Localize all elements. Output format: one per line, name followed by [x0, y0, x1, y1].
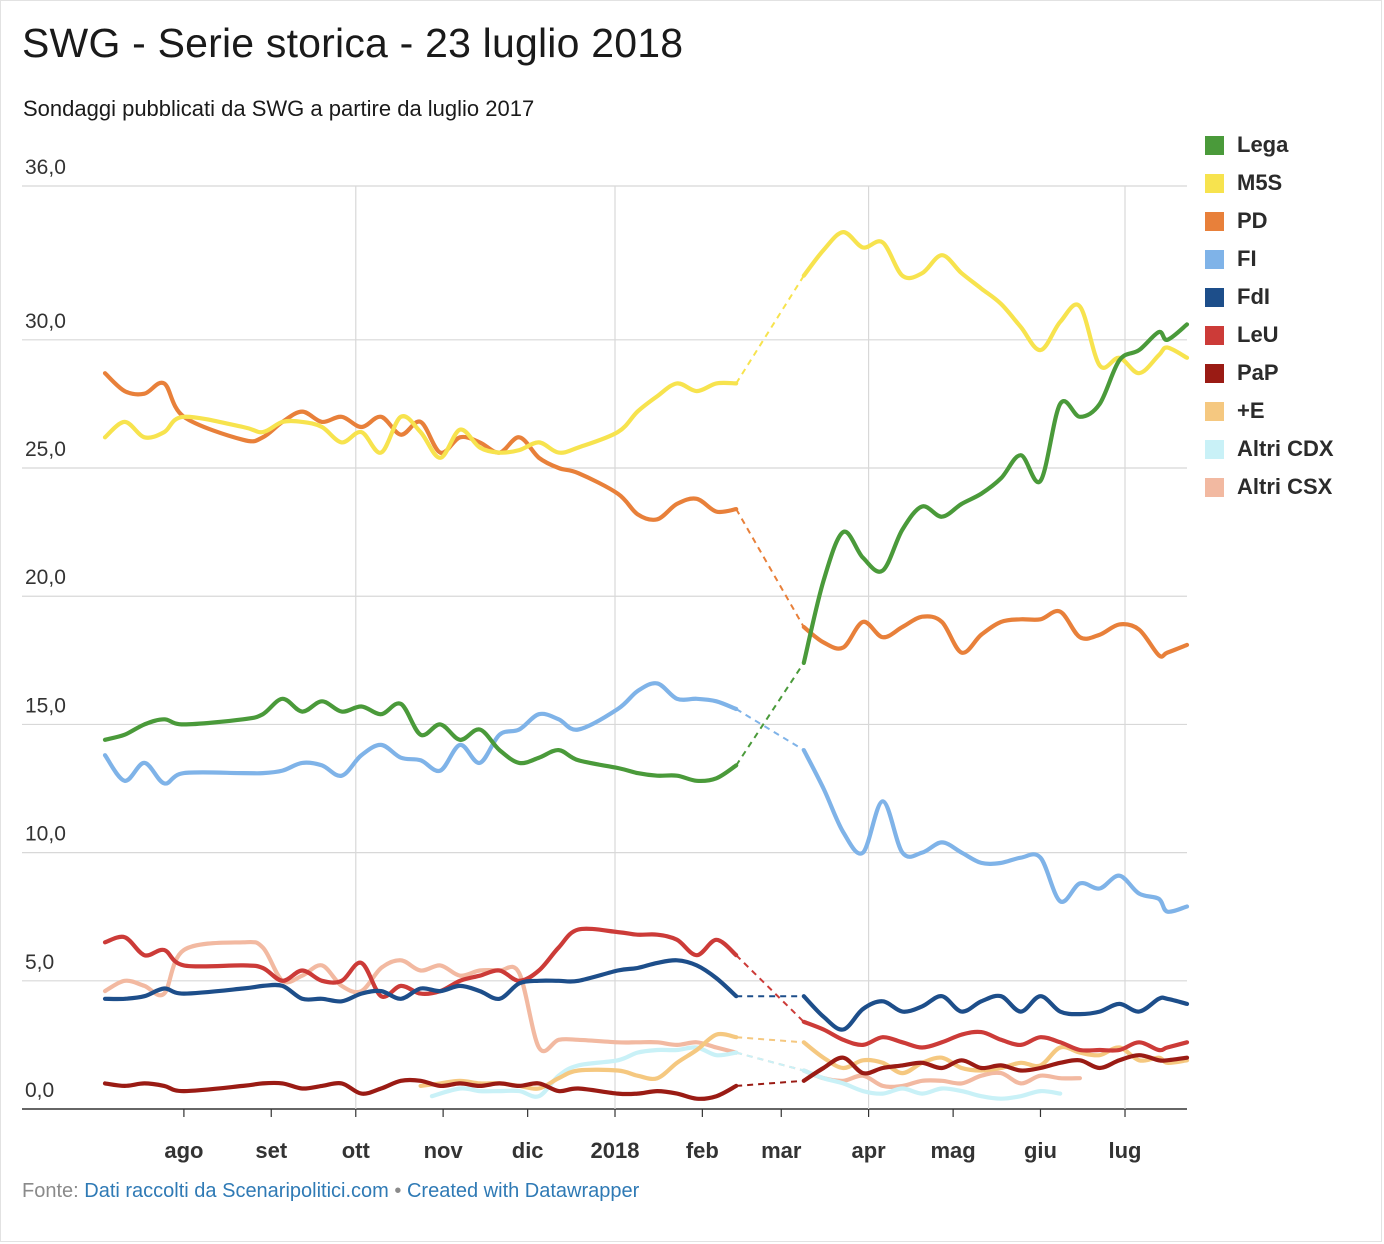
series-line-segment — [801, 748, 1190, 914]
series-gap-connector — [736, 1079, 804, 1087]
legend-swatch — [1205, 249, 1224, 269]
x-tick-label: giu — [1024, 1138, 1057, 1163]
series-line-segment — [801, 230, 1190, 376]
legend-label: +E — [1237, 398, 1265, 423]
y-tick-label: 36,0 — [25, 156, 66, 179]
legend-item: FI — [1205, 240, 1334, 278]
series-line-segment — [801, 1053, 1190, 1083]
legend-swatch — [1205, 439, 1224, 459]
legend-item: Lega — [1205, 126, 1334, 164]
series-line-segment — [418, 1031, 739, 1091]
series-gap-connector — [735, 275, 805, 384]
grid: 0,0 5,0 10,0 15,0 20,0 25,0 30,0 36,0 ago set ott n… — [22, 156, 1187, 1163]
legend-swatch — [1205, 477, 1224, 497]
y-tick-label: 0,0 — [25, 1079, 54, 1102]
legend-swatch — [1205, 363, 1224, 383]
series-gap-connector — [735, 662, 805, 766]
y-tick-label: 20,0 — [25, 566, 66, 589]
series-lega — [102, 322, 1190, 784]
series-leu — [102, 926, 1190, 1053]
y-tick-label: 30,0 — [25, 310, 66, 333]
legend-item: PD — [1205, 202, 1334, 240]
series-line-segment — [102, 696, 739, 784]
y-tick-label: 25,0 — [25, 438, 66, 461]
series-line-segment — [102, 380, 739, 460]
series-gap-connector — [736, 1036, 804, 1044]
series-fi — [102, 681, 1190, 914]
legend-label: Altri CDX — [1237, 436, 1334, 461]
series-lines — [102, 230, 1190, 1101]
series-line-segment — [102, 939, 739, 1055]
series-gap-connector — [735, 954, 805, 1023]
legend-item: Altri CSX — [1205, 468, 1334, 506]
source-link[interactable]: Dati raccolti da Scenaripolitici.com — [84, 1180, 389, 1202]
legend-swatch — [1205, 211, 1224, 231]
footer-separator: • — [394, 1180, 402, 1202]
series-altri-cdx — [429, 1045, 1063, 1101]
x-tick-label: ott — [342, 1138, 371, 1163]
y-tick-label: 5,0 — [25, 951, 54, 974]
x-tick-label: mag — [931, 1138, 976, 1163]
series-line-segment — [102, 958, 739, 1004]
legend-swatch — [1205, 325, 1224, 345]
datawrapper-credit-link[interactable]: Created with Datawrapper — [406, 1180, 640, 1202]
legend-label: FI — [1237, 246, 1257, 271]
series-line-segment — [429, 1045, 739, 1099]
series-line-segment — [801, 1019, 1190, 1053]
chart-title: SWG - Serie storica - 23 luglio 2018 — [22, 20, 684, 66]
legend-item: LeU — [1205, 316, 1334, 354]
legend-item: FdI — [1205, 278, 1334, 316]
legend-label: Lega — [1237, 132, 1289, 157]
legend-label: LeU — [1237, 322, 1279, 347]
series-gap-connector — [735, 508, 805, 628]
x-tick-label: dic — [512, 1138, 544, 1163]
legend-item: +E — [1205, 392, 1334, 430]
chart-legend: Lega M5S PD FI FdI LeU PaP +E Altri CDX Altri CSX — [1205, 126, 1334, 506]
series-gap-connector — [735, 708, 805, 751]
x-tick-label: set — [255, 1138, 287, 1163]
series-line-segment — [102, 926, 739, 999]
x-tick-label: mar — [761, 1138, 802, 1163]
series-gap-connector — [735, 1051, 805, 1072]
legend-label: Altri CSX — [1237, 474, 1333, 499]
legend-label: PD — [1237, 208, 1268, 233]
series-line-segment — [801, 322, 1190, 665]
series-line-segment — [102, 1077, 739, 1101]
series-line-segment — [102, 681, 739, 786]
legend-label: PaP — [1237, 360, 1279, 385]
series-pap — [102, 1053, 1190, 1101]
series-m5s — [102, 230, 1190, 460]
chart-subtitle: Sondaggi pubblicati da SWG a partire da … — [23, 96, 535, 121]
legend-label: FdI — [1237, 284, 1270, 309]
legend-swatch — [1205, 173, 1224, 193]
series-line-segment — [801, 1068, 1082, 1089]
y-tick-label: 15,0 — [25, 694, 66, 717]
source-prefix: Fonte: — [22, 1180, 79, 1202]
legend-swatch — [1205, 401, 1224, 421]
legend-item: M5S — [1205, 164, 1334, 202]
legend-swatch — [1205, 287, 1224, 307]
x-tick-label: 2018 — [591, 1138, 640, 1163]
series-line-segment — [801, 1068, 1063, 1101]
legend-item: PaP — [1205, 354, 1334, 392]
chart-footer: Fonte: Dati raccolti da Scenaripolitici.… — [22, 1180, 639, 1203]
y-tick-label: 10,0 — [25, 823, 66, 846]
series-fdi — [102, 958, 1190, 1032]
x-tick-label: feb — [686, 1138, 719, 1163]
x-tick-label: apr — [851, 1138, 886, 1163]
x-tick-label: lug — [1109, 1138, 1142, 1163]
series-line-segment — [801, 608, 1190, 659]
x-tick-label: nov — [424, 1138, 464, 1163]
series-line-segment — [102, 371, 739, 522]
legend-label: M5S — [1237, 170, 1283, 195]
x-tick-label: ago — [164, 1138, 203, 1163]
series-line-segment — [801, 993, 1190, 1032]
series-pd — [102, 371, 1190, 659]
legend-item: Altri CDX — [1205, 430, 1334, 468]
legend-swatch — [1205, 135, 1224, 155]
